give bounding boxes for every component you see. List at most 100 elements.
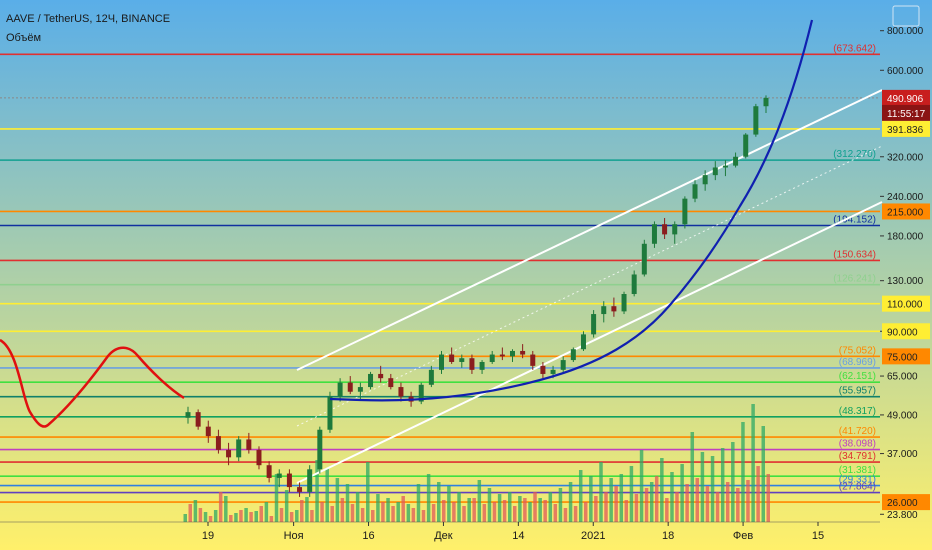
volume-bar-down-44 bbox=[634, 494, 639, 522]
volume-bar-down-52 bbox=[715, 492, 720, 522]
parabolic-curve bbox=[329, 19, 814, 402]
volume-bar-down-18 bbox=[371, 510, 375, 522]
volume-bar-up-22 bbox=[406, 504, 411, 522]
volume-bar-down-7 bbox=[259, 506, 263, 522]
price-badge-label-0: 490.906 bbox=[887, 94, 924, 105]
candle-body-34 bbox=[530, 354, 536, 366]
level-label-16: (38.098) bbox=[839, 439, 876, 450]
x-tick-label-4: 14 bbox=[512, 530, 524, 542]
volume-bar-down-51 bbox=[705, 486, 710, 522]
candle-body-42 bbox=[611, 306, 617, 312]
price-badge-label-3: 215.000 bbox=[887, 207, 924, 218]
y-tick-label-0: 800.000 bbox=[887, 26, 924, 37]
oscillator-line bbox=[0, 338, 185, 428]
price-badge-label-6: 75.000 bbox=[887, 352, 918, 363]
volume-bar-up-40 bbox=[589, 476, 593, 522]
volume-bar-up-15 bbox=[335, 478, 340, 522]
volume-bar-up-5 bbox=[234, 513, 238, 522]
volume-bar-down-47 bbox=[665, 498, 669, 522]
x-tick-label-1: Ноя bbox=[284, 530, 304, 542]
x-tick-label-8: 15 bbox=[812, 530, 824, 542]
parabola-line bbox=[329, 19, 814, 402]
volume-bar-up-47 bbox=[660, 458, 664, 522]
volume-bar-up-19 bbox=[376, 494, 380, 522]
x-tick-label-3: Дек bbox=[434, 530, 453, 542]
volume-bar-up-26 bbox=[447, 486, 451, 522]
volume-bar-up-51 bbox=[700, 452, 705, 522]
channel-lower-line bbox=[296, 201, 883, 484]
volume-bar-down-27 bbox=[462, 506, 466, 522]
candle-body-45 bbox=[641, 243, 647, 275]
volume-bar-up-32 bbox=[507, 492, 512, 522]
volume-bar-up-33 bbox=[518, 496, 522, 522]
volume-bar-down-1 bbox=[198, 508, 203, 522]
price-badge-label-7: 26.000 bbox=[887, 498, 918, 509]
candle-body-21 bbox=[398, 387, 404, 397]
candle-body-52 bbox=[712, 167, 718, 176]
trend-channel bbox=[296, 89, 883, 484]
candle-body-5 bbox=[236, 439, 242, 458]
candle-body-30 bbox=[489, 354, 495, 362]
volume-bar-down-56 bbox=[756, 466, 760, 522]
volume-bar-up-25 bbox=[437, 482, 441, 522]
volume-bar-down-8 bbox=[269, 516, 274, 522]
volume-bar-down-50 bbox=[695, 478, 700, 522]
volume-bar-up-12 bbox=[305, 497, 309, 522]
volume-bar-up-36 bbox=[548, 492, 553, 522]
volume-bar-down-38 bbox=[573, 506, 578, 522]
volume-bar-up-3 bbox=[213, 510, 218, 522]
candle-body-0 bbox=[185, 412, 191, 418]
volume-bar-up-34 bbox=[528, 502, 532, 522]
x-tick-label-0: 19 bbox=[202, 530, 214, 542]
candle-body-49 bbox=[682, 198, 688, 225]
price-axis[interactable]: 800.000 600.000 320.000 240.000 180.000 130.0… bbox=[880, 26, 930, 521]
volume-bar-down-49 bbox=[685, 484, 689, 522]
currency-badge[interactable] bbox=[892, 5, 920, 27]
candle-body-20 bbox=[388, 378, 394, 388]
volume-bar-up-52 bbox=[710, 456, 715, 522]
candle-body-19 bbox=[378, 373, 384, 379]
volume-bar-up-10 bbox=[284, 490, 289, 522]
volume-bar-down-4 bbox=[229, 515, 233, 522]
level-label-20: (27.864) bbox=[839, 482, 876, 493]
level-label-14: (48.317) bbox=[839, 406, 876, 417]
level-label-12: (62.151) bbox=[839, 371, 876, 382]
volume-bar-down-24 bbox=[431, 504, 436, 522]
volume-bar-up-45 bbox=[639, 450, 644, 522]
volume-bar-down-46 bbox=[654, 476, 659, 522]
symbol-title: AAVE / TetherUS, 12Ч, BINANCE bbox=[6, 13, 170, 25]
volume-bar-down-6 bbox=[249, 512, 253, 522]
candle-body-38 bbox=[570, 349, 576, 361]
volume-bar-down-35 bbox=[543, 500, 547, 522]
volume-bar-down-41 bbox=[604, 492, 608, 522]
price-badge-1 bbox=[882, 104, 930, 121]
candle-body-56 bbox=[753, 106, 759, 135]
candle-body-8 bbox=[266, 465, 272, 478]
price-badge-4 bbox=[882, 295, 930, 312]
candle-body-12 bbox=[307, 469, 313, 492]
candle-body-35 bbox=[540, 365, 546, 374]
candle-body-17 bbox=[357, 387, 363, 392]
candle-body-11 bbox=[297, 487, 303, 492]
candle-body-6 bbox=[246, 439, 252, 450]
candle-body-44 bbox=[631, 274, 637, 295]
volume-bar-down-30 bbox=[492, 502, 497, 522]
candle-body-10 bbox=[286, 473, 292, 488]
volume-bar-down-16 bbox=[350, 504, 355, 522]
currency-badge-frame bbox=[892, 5, 920, 27]
volume-bar-up-43 bbox=[619, 474, 624, 522]
candle-body-46 bbox=[651, 224, 657, 244]
x-tick-label-5: 2021 bbox=[581, 530, 605, 542]
volume-bar-up-17 bbox=[355, 492, 360, 522]
volume-bar-up-37 bbox=[558, 488, 563, 522]
volume-bar-up-21 bbox=[396, 502, 400, 522]
candle-body-4 bbox=[226, 449, 232, 458]
level-label-15: (41.720) bbox=[839, 426, 876, 437]
time-axis[interactable]: 19 Ноя 16 Дек 14 2021 18 Фев 15 bbox=[0, 521, 880, 542]
y-tick-label-1: 600.000 bbox=[887, 66, 924, 77]
volume-bars bbox=[183, 404, 770, 522]
volume-bar-up-53 bbox=[720, 448, 725, 522]
volume-bar-down-9 bbox=[279, 508, 284, 522]
